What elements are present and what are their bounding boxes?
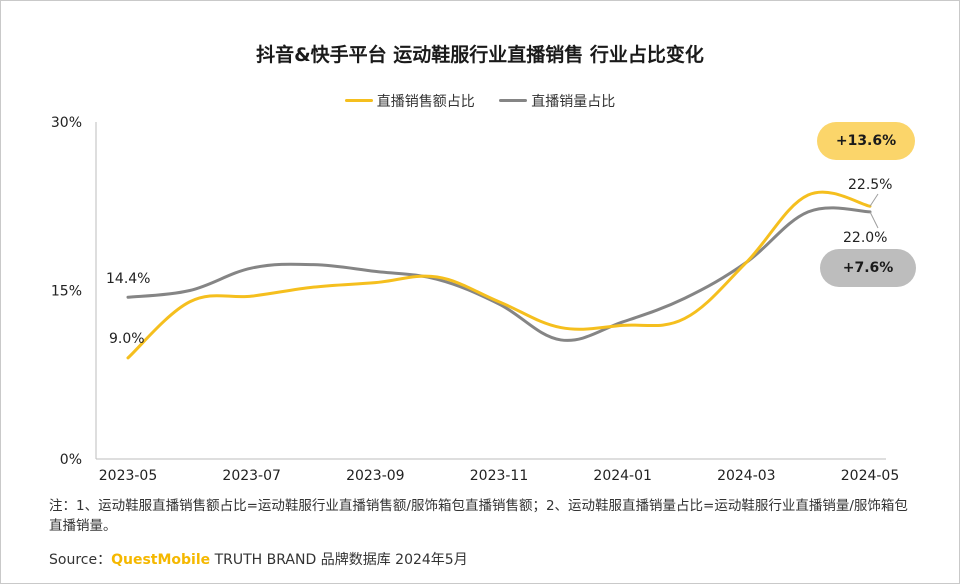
y-tick-label: 30% — [51, 115, 82, 131]
legend-swatch-sales — [344, 99, 373, 102]
x-tick-label: 2023-07 — [222, 468, 281, 484]
x-tick-label: 2023-05 — [99, 468, 158, 484]
data-label-sales-start: 9.0% — [109, 331, 145, 347]
x-tick-label: 2023-09 — [346, 468, 405, 484]
y-ticks: 30% 15% 0% — [51, 115, 82, 468]
series-line-volume — [126, 206, 872, 342]
sales-change-badge: +13.6% — [817, 122, 915, 160]
label-leader-line — [869, 193, 879, 207]
chart-title: 抖音&快手平台 运动鞋服行业直播销售 行业占比变化 — [256, 44, 704, 66]
y-tick-label: 15% — [51, 284, 82, 300]
x-tick-label: 2023-11 — [470, 468, 529, 484]
source-line: Source：QuestMobile TRUTH BRAND 品牌数据库 202… — [49, 549, 468, 569]
data-label-sales-end: 22.5% — [848, 177, 892, 193]
label-leader-line — [869, 211, 879, 229]
chart-legend: 直播销售额占比 直播销量占比 — [0, 90, 960, 111]
x-tick-label: 2024-05 — [841, 468, 900, 484]
volume-change-value: +7.6% — [842, 260, 894, 276]
legend-swatch-volume — [499, 99, 528, 102]
x-tick-label: 2024-01 — [593, 468, 652, 484]
legend-item-volume: 直播销量占比 — [499, 91, 615, 111]
data-label-volume-end: 22.0% — [843, 230, 887, 246]
volume-change-badge: +7.6% — [820, 249, 916, 287]
legend-label-sales: 直播销售额占比 — [376, 93, 475, 110]
data-label-volume-start: 14.4% — [106, 271, 150, 287]
footnote: 注：1、运动鞋服直播销售额占比=运动鞋服行业直播销售额/服饰箱包直播销售额；2、… — [49, 498, 908, 534]
source-brand: QuestMobile — [111, 552, 211, 568]
label-leaders — [869, 193, 879, 229]
legend-label-volume: 直播销量占比 — [531, 93, 616, 110]
legend-item-sales: 直播销售额占比 — [344, 91, 475, 111]
x-tick-label: 2024-03 — [717, 468, 776, 484]
x-ticks: 2023-05 2023-07 2023-09 2023-11 2024-01 2024-… — [99, 468, 900, 484]
series-line-sales — [126, 190, 872, 360]
source-prefix: Source： — [49, 552, 112, 568]
sales-change-value: +13.6% — [835, 133, 897, 149]
source-text: TRUTH BRAND 品牌数据库 2024年5月 — [210, 552, 468, 568]
y-tick-label: 0% — [60, 452, 82, 468]
